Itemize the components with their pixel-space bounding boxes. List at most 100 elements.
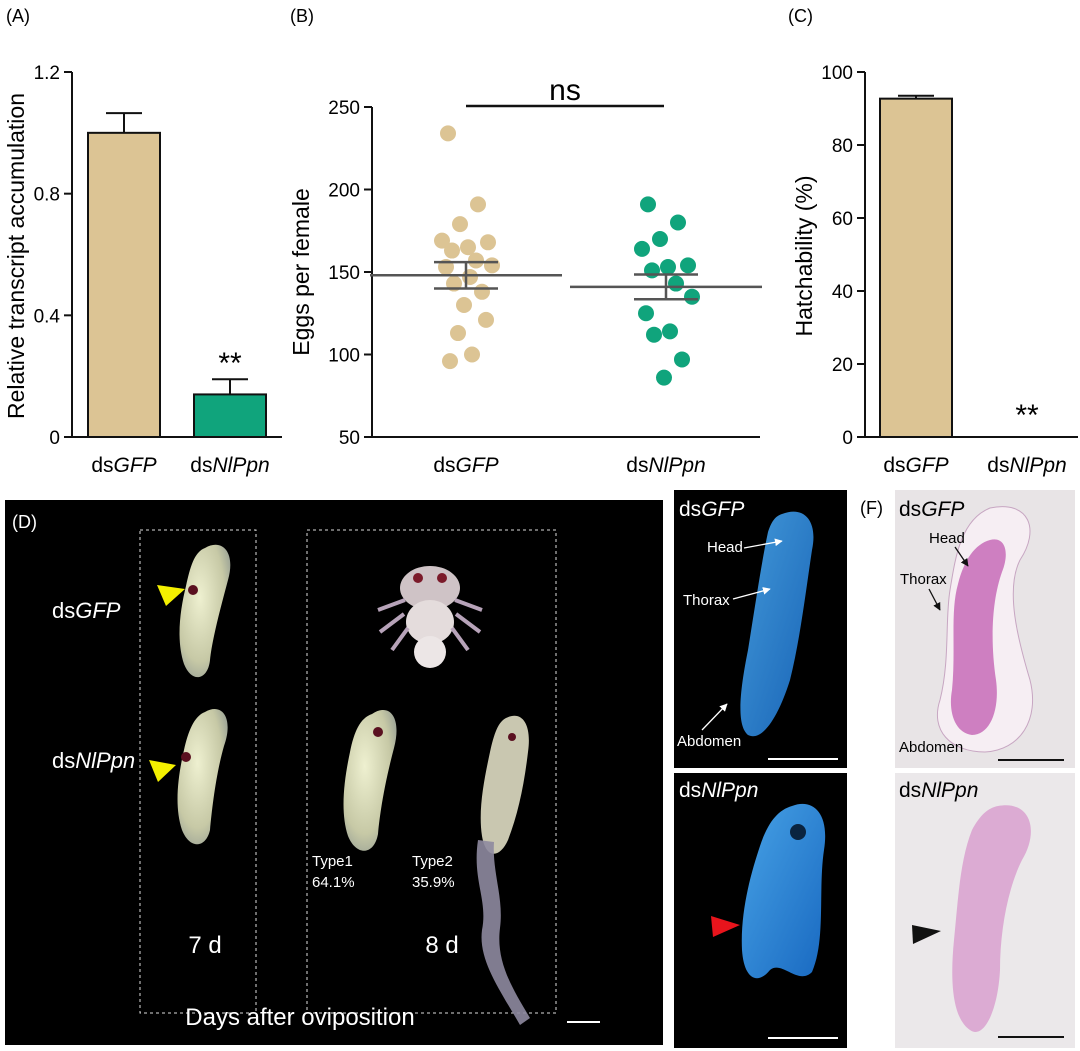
point-b-0-17	[442, 353, 458, 370]
egg-7d-nlppn	[177, 709, 228, 845]
point-b-1-8	[684, 288, 700, 305]
point-b-0-5	[460, 239, 476, 256]
arrow-e-thorax	[732, 587, 771, 600]
egg-7d-gfp	[179, 544, 231, 678]
bar-a-1	[193, 393, 267, 438]
point-b-0-6	[444, 242, 460, 259]
panel-f: (F) dsGFP Head Thorax Abdomen dsNlPpn	[860, 490, 1075, 1048]
points-b	[370, 125, 762, 386]
y-tick-label-c-2: 40	[832, 282, 853, 303]
y-ticks-c: 0 20 40 60 80 100	[821, 63, 865, 449]
xlabel-c-nlppn: dsNlPpn	[987, 454, 1066, 477]
xlabel-a-nlppn: dsNlPpn	[190, 454, 269, 477]
row-label-nlppn: dsNlPpn	[52, 748, 135, 773]
eyespot-type2	[508, 733, 516, 741]
ylabel-c: Hatchability (%)	[791, 175, 817, 336]
label-f-nlppn: dsNlPpn	[899, 779, 978, 802]
y-tick-label-a-2: 0.8	[34, 185, 60, 206]
arrow-e-head	[743, 538, 783, 549]
panel-letter-c: (C)	[788, 6, 813, 26]
y-tick-label-c-4: 80	[832, 136, 853, 157]
y-ticks-b: 50 100 150 200 250	[328, 98, 372, 449]
point-b-1-5	[660, 259, 676, 276]
bar-c-0	[879, 97, 953, 439]
significance-a-1: **	[218, 347, 242, 380]
xlabel-c-gfp: dsGFP	[883, 454, 948, 477]
type2-percent: 35.9%	[412, 874, 455, 891]
point-b-0-4	[480, 234, 496, 251]
y-tick-label-b-4: 250	[328, 98, 360, 119]
y-tick-label-c-5: 100	[821, 63, 853, 84]
embryo-e-gfp	[740, 511, 814, 737]
point-b-0-15	[450, 325, 466, 342]
point-b-0-0	[440, 125, 456, 142]
y-tick-label-b-2: 150	[328, 263, 360, 284]
eyespot-7d-nlppn	[181, 752, 191, 762]
panel-c: (C) Hatchability (%) 0 20 40 60 80 100 ** dsG…	[788, 6, 1078, 477]
day-label-7d: 7 d	[188, 932, 221, 959]
section-f-nlppn-tissue	[952, 805, 1031, 1032]
point-b-0-14	[478, 311, 494, 328]
point-b-0-3	[434, 232, 450, 249]
label-e-head: Head	[707, 539, 743, 556]
point-b-1-1	[670, 214, 686, 231]
arrow-f-thorax	[928, 588, 941, 611]
y-tick-label-c-3: 60	[832, 209, 853, 230]
arrowhead-yellow-7d-nlppn	[149, 760, 176, 782]
bar-a-0	[87, 131, 161, 438]
point-b-0-16	[464, 346, 480, 363]
frame-7d	[139, 529, 257, 1014]
point-b-0-8	[484, 257, 500, 274]
embryo-e-nlppn-eyespot	[790, 824, 806, 840]
xlabel-days-after-oviposition: Days after oviposition	[185, 1004, 414, 1031]
type1-name: Type1	[312, 853, 353, 870]
type2-name: Type2	[412, 853, 453, 870]
arrowhead-black-f	[912, 925, 941, 944]
row-label-gfp: dsGFP	[52, 598, 121, 623]
point-b-1-3	[634, 240, 650, 257]
arrowhead-red-e	[711, 916, 740, 937]
xlabel-a-gfp: dsGFP	[91, 454, 156, 477]
panel-letter-a: (A)	[6, 6, 30, 26]
label-f-thorax: Thorax	[900, 571, 947, 588]
day-label-8d: 8 d	[425, 932, 458, 959]
y-tick-label-a-1: 0.4	[34, 306, 61, 327]
point-b-1-13	[656, 369, 672, 386]
eyespot-type1	[373, 727, 383, 737]
label-f-abdomen: Abdomen	[899, 739, 963, 756]
point-b-0-2	[452, 216, 468, 233]
y-tick-label-b-3: 200	[328, 181, 360, 202]
point-b-1-11	[646, 326, 662, 343]
label-e-thorax: Thorax	[683, 592, 730, 609]
photo-d-background	[5, 500, 663, 1045]
label-e-gfp: dsGFP	[679, 498, 744, 521]
y-tick-label-c-1: 20	[832, 355, 853, 376]
eyespot-7d-gfp	[188, 585, 198, 595]
point-b-1-10	[662, 323, 678, 340]
significance-c-1: **	[1015, 399, 1039, 432]
label-f-gfp: dsGFP	[899, 498, 964, 521]
point-b-0-7	[468, 252, 484, 269]
point-b-1-6	[644, 262, 660, 279]
section-f-gfp-tissue	[950, 539, 1006, 735]
label-e-abdomen: Abdomen	[677, 733, 741, 750]
xlabel-b-nlppn: dsNlPpn	[626, 454, 705, 477]
panel-letter-f: (F)	[860, 498, 883, 518]
point-b-1-7	[668, 275, 684, 292]
embryo-e-nlppn	[741, 803, 826, 979]
arrowhead-yellow-7d-gfp	[157, 585, 185, 606]
y-tick-label-a-0: 0	[49, 428, 60, 449]
y-tick-label-b-0: 50	[339, 428, 360, 449]
label-e-nlppn: dsNlPpn	[679, 779, 758, 802]
egg-type2	[480, 715, 529, 854]
panel-b: (B) Eggs per female 50 100 150 200 250 ns ds…	[288, 6, 762, 477]
ylabel-b: Eggs per female	[288, 188, 314, 355]
panel-e: (E) dsGFP Head Thorax Abdomen dsNlPpn	[637, 490, 847, 1048]
point-b-1-2	[652, 231, 668, 247]
xlabel-b-gfp: dsGFP	[433, 454, 498, 477]
point-b-0-1	[470, 196, 486, 213]
panel-d: (D) dsGFP dsNlPpn Type1 64.1% Type	[5, 500, 663, 1045]
type1-percent: 64.1%	[312, 874, 355, 891]
point-b-0-12	[474, 283, 490, 300]
point-b-0-10	[462, 268, 478, 285]
